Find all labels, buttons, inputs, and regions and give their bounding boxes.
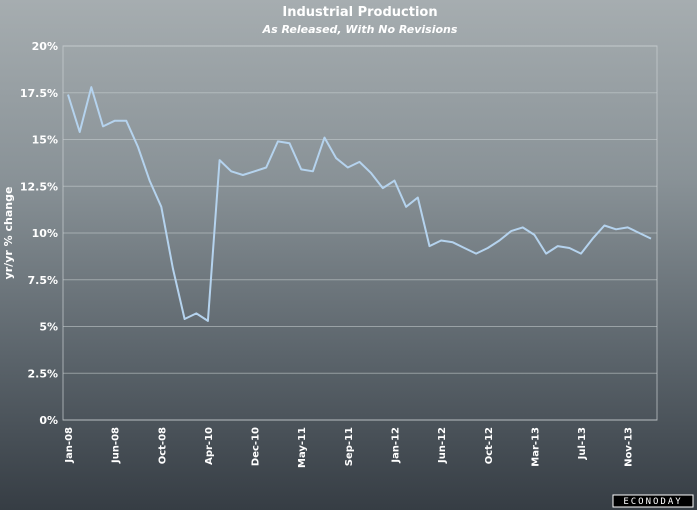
x-tick-label: Jan-12 — [390, 427, 401, 464]
x-tick-label: May-11 — [297, 427, 308, 468]
x-tick-label: Oct-08 — [157, 427, 168, 464]
econoday-logo: ECONODAY — [612, 494, 694, 508]
y-tick-label: 12.5% — [20, 180, 58, 193]
chart-subtitle: As Released, With No Revisions — [262, 23, 458, 36]
y-tick-label: 2.5% — [27, 367, 58, 380]
y-tick-label: 7.5% — [27, 274, 58, 287]
y-axis-label: yr/yr % change — [2, 187, 15, 280]
y-tick-label: 17.5% — [20, 87, 58, 100]
y-tick-label: 10% — [32, 227, 58, 240]
x-tick-label: Dec-10 — [251, 427, 262, 466]
x-tick-label: Mar-13 — [530, 427, 541, 467]
y-tick-label: 20% — [32, 40, 58, 53]
x-tick-label: Jun-12 — [437, 427, 448, 464]
x-tick-label: Oct-12 — [484, 427, 495, 464]
y-tick-label: 5% — [39, 321, 58, 334]
logo-box — [612, 494, 694, 508]
series-line — [67, 86, 652, 322]
x-axis-ticks: Jan-08 Jun-08 Oct-08 Apr-10 Dec-10 May-11 Sep-… — [64, 427, 635, 468]
x-tick-label: Nov-13 — [624, 427, 635, 467]
x-tick-label: Jun-08 — [111, 427, 122, 464]
x-tick-label: Jul-13 — [577, 427, 588, 460]
logo-text: ECONODAY — [623, 497, 682, 507]
series-layer — [67, 86, 652, 322]
y-tick-label: 15% — [32, 134, 58, 147]
x-tick-label: Sep-11 — [344, 427, 355, 466]
x-tick-label: Apr-10 — [204, 427, 215, 465]
y-tick-label: 0% — [39, 414, 58, 427]
plot-frame — [62, 45, 658, 421]
gridlines — [63, 45, 657, 421]
x-tick-label: Jan-08 — [64, 427, 75, 464]
chart-title: Industrial Production — [282, 5, 437, 20]
y-axis-ticks: 0% 2.5% 5% 7.5% 10% 12.5% 15% 17.5% 20% — [20, 40, 58, 427]
